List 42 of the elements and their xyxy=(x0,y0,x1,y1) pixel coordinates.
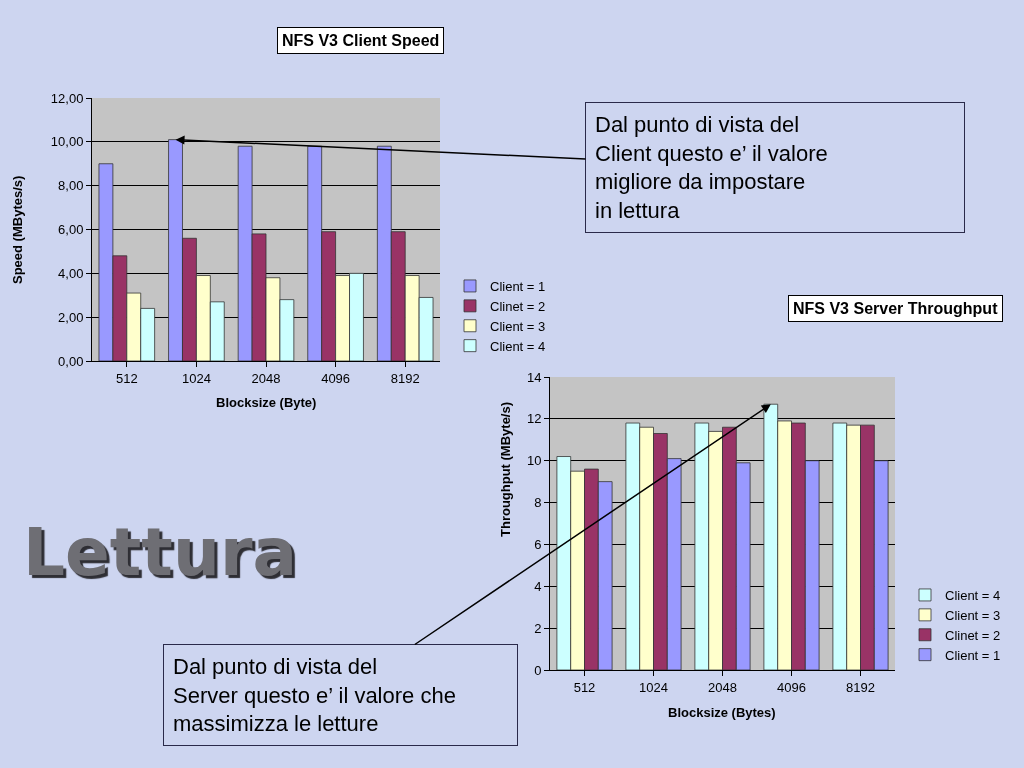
y-axis-title: Speed (MBytes/s) xyxy=(10,175,25,284)
legend-label: Client = 3 xyxy=(945,607,1001,623)
x-axis-title: Blocksize (Bytes) xyxy=(668,705,776,720)
x-tick-label: 4096 xyxy=(777,679,806,695)
text: Lettura xyxy=(23,514,297,591)
y-tick-label: 6,00 xyxy=(58,222,84,238)
y-tick-label: 12,00 xyxy=(50,90,84,106)
y-tick-label: 6 xyxy=(534,536,542,552)
legend-label: Clinet = 2 xyxy=(945,627,1001,643)
chart-title: NFS V3 Server Throughput xyxy=(793,300,999,317)
x-tick-label: 512 xyxy=(115,370,138,386)
y-tick-label: 2,00 xyxy=(58,309,84,325)
y-tick-label: 4,00 xyxy=(58,265,84,281)
legend-label: Client = 4 xyxy=(945,588,1001,604)
x-tick-label: 2048 xyxy=(708,679,737,695)
legend-label: Client = 1 xyxy=(945,647,1001,663)
y-tick-label: 14 xyxy=(526,369,542,385)
legend-label: Clinet = 2 xyxy=(490,298,546,314)
y-tick-label: 12 xyxy=(526,411,542,427)
text: Dal punto di vista del Server questo e’ il valore che massimizza le letture xyxy=(173,654,456,737)
y-tick-label: 8 xyxy=(534,495,542,511)
y-tick-label: 0 xyxy=(534,662,542,678)
y-tick-label: 10,00 xyxy=(50,134,84,150)
y-tick-label: 8,00 xyxy=(58,178,84,194)
x-tick-label: 4096 xyxy=(321,370,351,386)
y-tick-label: 0,00 xyxy=(58,353,84,369)
y-tick-label: 4 xyxy=(534,578,542,594)
x-tick-label: 512 xyxy=(573,679,596,695)
x-tick-label: 1024 xyxy=(639,679,668,695)
x-tick-label: 1024 xyxy=(181,370,211,386)
x-tick-label: 8192 xyxy=(846,679,875,695)
x-tick-label: 2048 xyxy=(251,370,281,386)
y-tick-label: 10 xyxy=(526,453,542,469)
x-axis-title: Blocksize (Byte) xyxy=(216,395,317,410)
x-tick-label: 8192 xyxy=(390,370,420,386)
legend-label: Client = 3 xyxy=(490,318,546,334)
chart-title: NFS V3 Client Speed xyxy=(282,32,440,49)
y-tick-label: 2 xyxy=(534,620,542,636)
y-axis-title: Throughput (MByte/s) xyxy=(498,401,513,537)
legend-label: Client = 4 xyxy=(490,338,546,354)
legend-label: Client = 1 xyxy=(490,279,546,295)
text: Dal punto di vista del Client questo e’ il valore migliore da impostare in lettura xyxy=(595,112,828,223)
